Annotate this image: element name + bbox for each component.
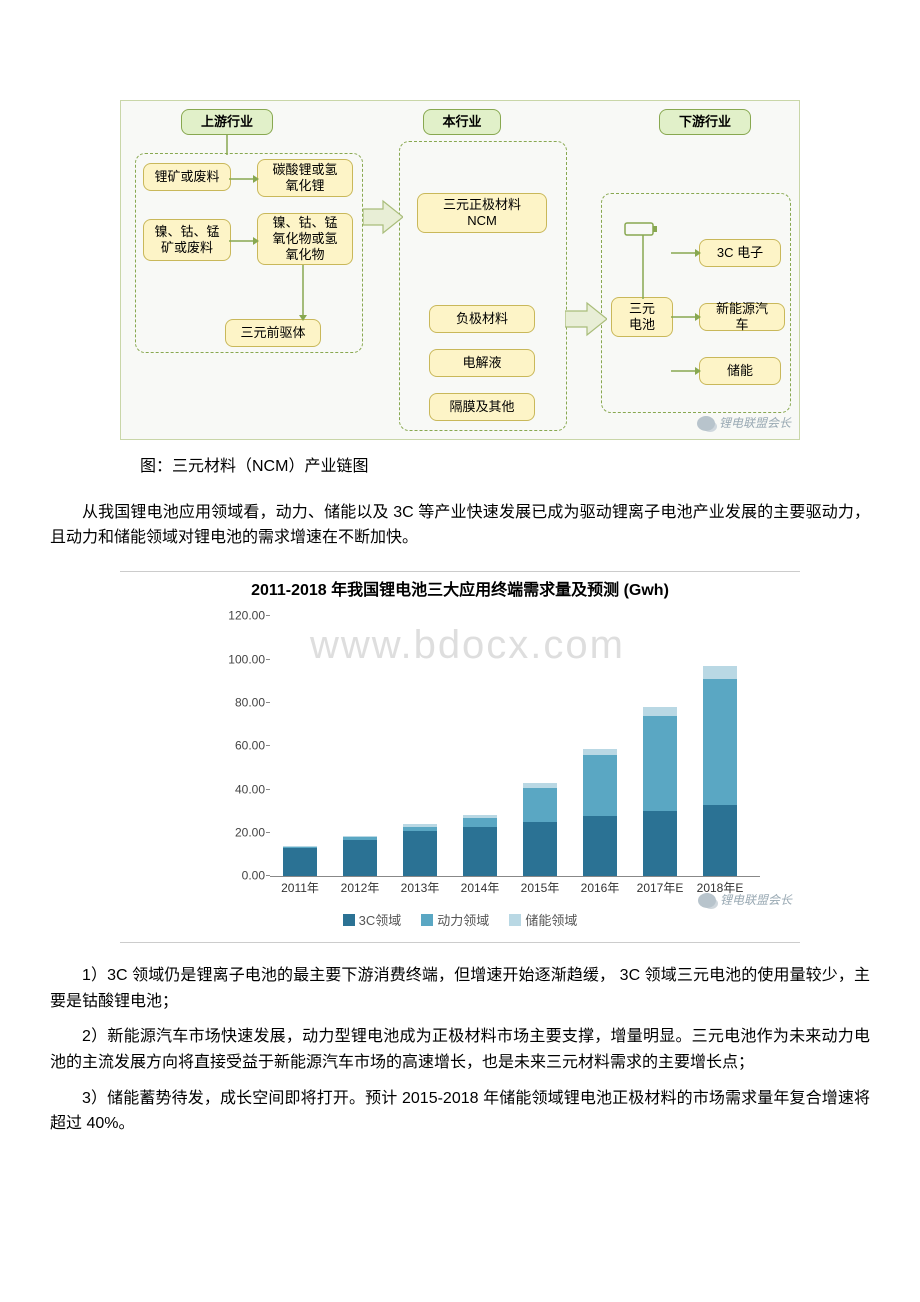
y-tick-label: 20.00 <box>215 823 265 842</box>
header-this: 本行业 <box>423 109 501 135</box>
bar-chart: 2011-2018 年我国锂电池三大应用终端需求量及预测 (Gwh) www.b… <box>120 571 800 943</box>
bar-segment <box>403 827 437 831</box>
legend-item: 3C领域 <box>343 913 402 928</box>
node-precursor: 三元前驱体 <box>225 319 321 347</box>
bar-segment <box>703 805 737 877</box>
bar-segment <box>703 679 737 805</box>
bar-segment <box>583 749 617 756</box>
y-tick-label: 40.00 <box>215 780 265 799</box>
legend-swatch <box>509 914 521 926</box>
legend-swatch <box>343 914 355 926</box>
node-li-ore: 锂矿或废料 <box>143 163 231 191</box>
wechat-icon <box>697 416 715 431</box>
watermark-text: www.bdocx.com <box>310 613 625 677</box>
bar-segment <box>583 755 617 816</box>
bar-segment <box>403 824 437 826</box>
bar-segment <box>523 788 557 823</box>
header-downstream: 下游行业 <box>659 109 751 135</box>
bar-segment <box>343 840 377 877</box>
paragraph-2: 1）3C 领域仍是锂离子电池的最主要下游消费终端，但增速开始逐渐趋缓， 3C 领… <box>50 963 870 1014</box>
bar-segment <box>463 827 497 877</box>
legend-swatch <box>421 914 433 926</box>
bar-segment <box>283 847 317 848</box>
bar-segment <box>523 822 557 876</box>
diagram-caption: 图：三元材料（NCM）产业链图 <box>140 454 870 480</box>
chart-title: 2011-2018 年我国锂电池三大应用终端需求量及预测 (Gwh) <box>120 572 800 608</box>
bar-segment <box>643 811 677 876</box>
y-tick-label: 100.00 <box>215 650 265 669</box>
bar-segment <box>523 783 557 787</box>
wechat-icon <box>698 893 716 908</box>
paragraph-3: 2）新能源汽车市场快速发展，动力型锂电池成为正极材料市场主要支撑，增量明显。三元… <box>50 1024 870 1075</box>
bar-segment <box>643 716 677 811</box>
y-tick-label: 60.00 <box>215 737 265 756</box>
wechat-watermark-1: 锂电联盟会长 <box>697 414 791 433</box>
node-li-carb: 碳酸锂或氢 氧化锂 <box>257 159 353 197</box>
node-separator: 隔膜及其他 <box>429 393 535 421</box>
bar-segment <box>283 848 317 876</box>
bar-segment <box>343 837 377 839</box>
ncm-flowchart: 上游行业 本行业 下游行业 锂矿或废料 碳酸锂或氢 氧化锂 镍、钴、锰 矿或废料… <box>120 100 800 440</box>
flowchart-canvas: 上游行业 本行业 下游行业 锂矿或废料 碳酸锂或氢 氧化锂 镍、钴、锰 矿或废料… <box>120 100 800 440</box>
y-tick-label: 120.00 <box>215 607 265 626</box>
node-ncm-ox: 镍、钴、锰 氧化物或氢 氧化物 <box>257 213 353 265</box>
node-ncm-ore: 镍、钴、锰 矿或废料 <box>143 219 231 261</box>
node-elyte: 电解液 <box>429 349 535 377</box>
wechat-text-1: 锂电联盟会长 <box>719 414 791 433</box>
bar-segment <box>283 846 317 847</box>
node-storage: 储能 <box>699 357 781 385</box>
mid-group <box>399 141 567 431</box>
bar-segment <box>643 707 677 716</box>
header-upstream: 上游行业 <box>181 109 273 135</box>
legend-item: 储能领域 <box>509 913 577 928</box>
node-anode: 负极材料 <box>429 305 535 333</box>
bar-segment <box>583 816 617 877</box>
node-tricell: 三元 电池 <box>611 297 673 337</box>
bar-segment <box>403 831 437 877</box>
bar-segment <box>463 818 497 827</box>
paragraph-1: 从我国锂电池应用领域看，动力、储能以及 3C 等产业快速发展已成为驱动锂离子电池… <box>50 500 870 551</box>
bar-segment <box>703 666 737 679</box>
chart-plot-area: www.bdocx.com 0.0020.0040.0060.0080.0010… <box>270 617 760 877</box>
wechat-text-2: 锂电联盟会长 <box>720 891 792 910</box>
wechat-watermark-2: 锂电联盟会长 <box>698 891 792 910</box>
paragraph-4: 3）储能蓄势待发，成长空间即将打开。预计 2015-2018 年储能领域锂电池正… <box>50 1086 870 1137</box>
node-ncm: 三元正极材料 NCM <box>417 193 547 233</box>
y-tick-label: 0.00 <box>215 867 265 886</box>
node-3c: 3C 电子 <box>699 239 781 267</box>
node-nev: 新能源汽车 <box>699 303 785 331</box>
bar-segment <box>463 815 497 818</box>
y-tick-label: 80.00 <box>215 693 265 712</box>
legend-item: 动力领域 <box>421 913 489 928</box>
bar-segment <box>343 836 377 837</box>
